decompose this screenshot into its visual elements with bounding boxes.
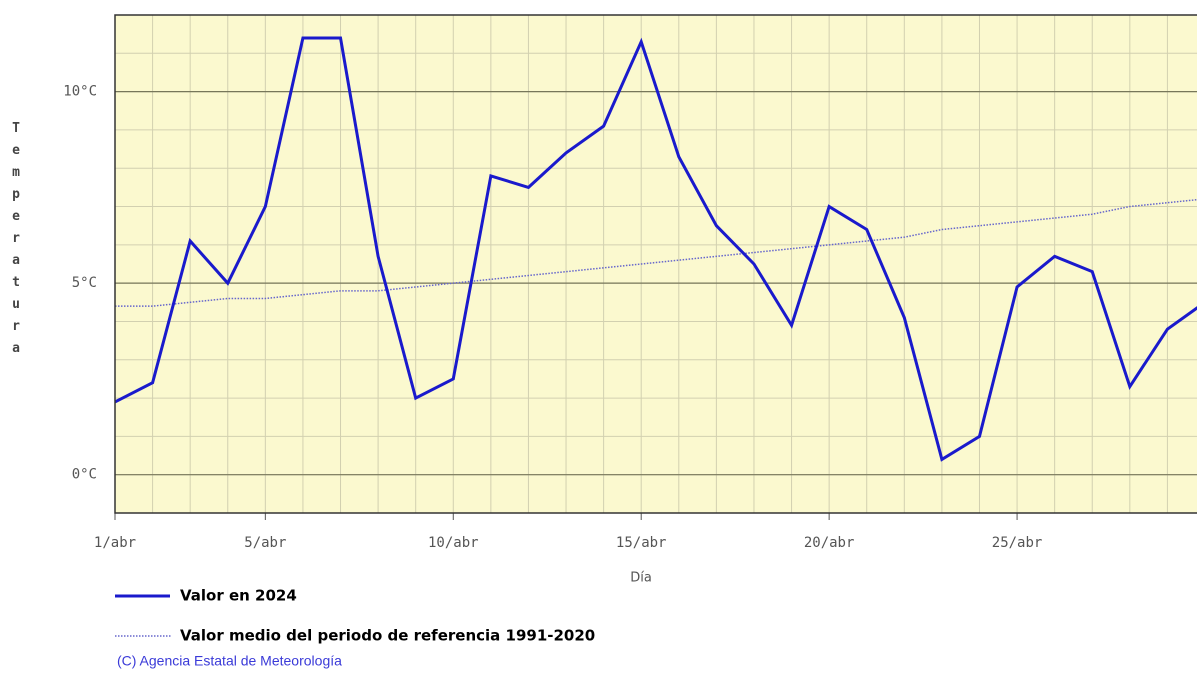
y-tick-label: 0°C xyxy=(72,467,97,483)
x-tick-label: 5/abr xyxy=(244,535,286,551)
y-tick-label: 5°C xyxy=(72,275,97,291)
y-tick-label: 10°C xyxy=(63,84,97,100)
x-tick-label: 10/abr xyxy=(428,535,479,551)
x-tick-label: 15/abr xyxy=(616,535,667,551)
series-line xyxy=(115,198,1197,307)
x-tick-label: 1/abr xyxy=(94,535,136,551)
x-axis-title: Día xyxy=(630,571,652,586)
legend-label: Valor en 2024 xyxy=(180,587,297,605)
legend-label: Valor medio del periodo de referencia 19… xyxy=(180,627,595,645)
series-line xyxy=(114,36,1197,462)
plot-border xyxy=(114,14,1197,514)
copyright: (C) Agencia Estatal de Meteorología xyxy=(117,653,342,669)
x-tick-label: 20/abr xyxy=(804,535,855,551)
x-tick-label: 25/abr xyxy=(992,535,1043,551)
